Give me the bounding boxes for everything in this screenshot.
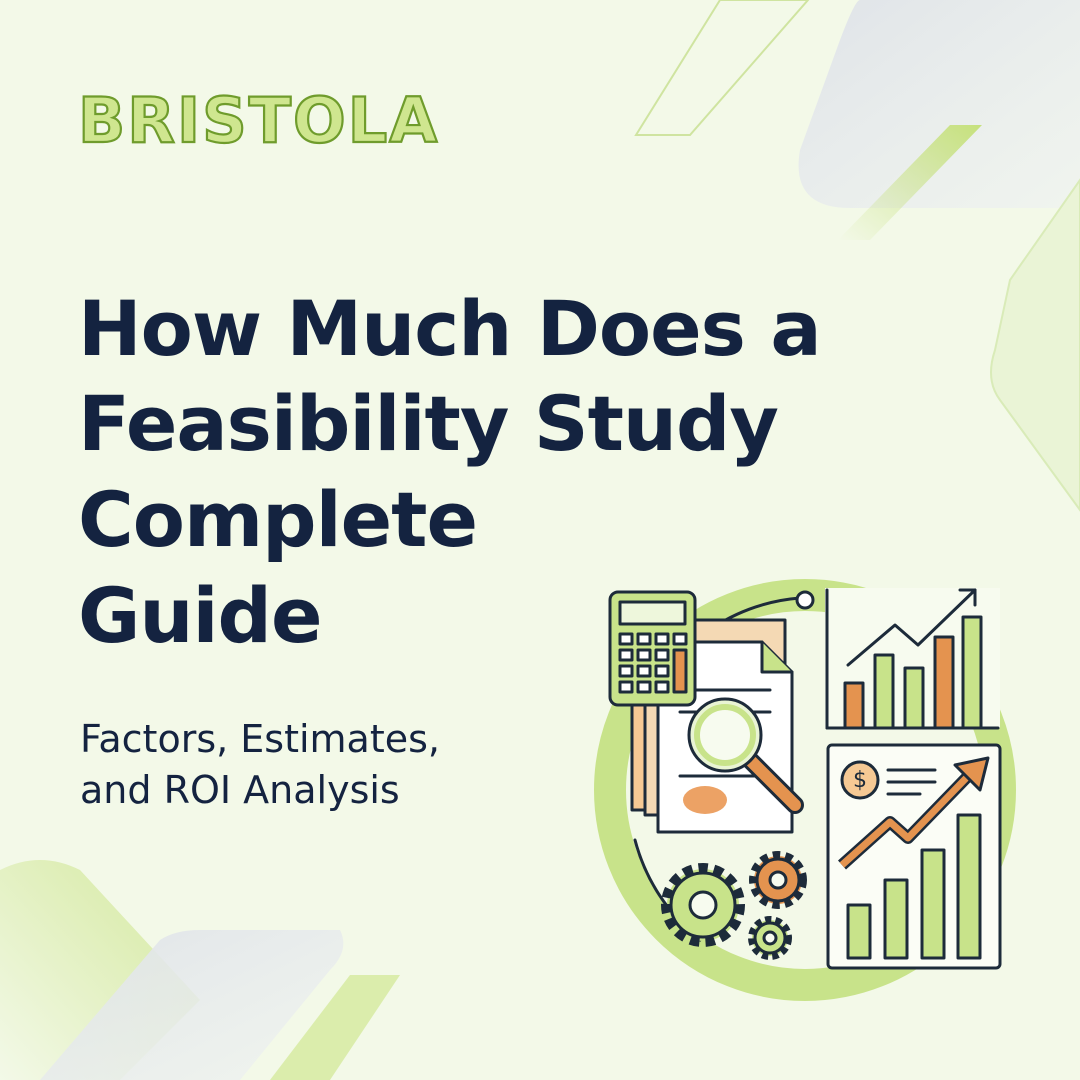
decor-part [270,975,400,1080]
decor-part [798,0,1080,208]
illustration-part [618,600,687,626]
decor-part [990,178,1080,512]
illustration-part [618,632,688,694]
illustration-part [903,666,925,730]
illustration-part-part [618,648,634,662]
subheadline-line: Factors, Estimates, [80,717,440,761]
illustration-part-part [654,680,670,694]
illustration-part-part [618,632,634,646]
illustration-part [846,903,872,960]
illustration-part-part [654,632,670,646]
illustration-part [843,681,865,730]
illustration-part [840,760,880,800]
illustration-part [958,588,977,607]
subheadline-line: and ROI Analysis [80,768,400,812]
headline-line: Feasibility Study [78,379,778,468]
illustration-part [920,848,946,960]
illustration-part [762,930,778,946]
decor-part [838,125,982,240]
illustration-part [883,878,909,960]
illustration-part-part [654,664,670,678]
headline-line: Complete [78,475,477,564]
illustration-part-part [654,648,670,662]
headline-line: How Much Does a [78,284,821,373]
illustration-part [933,635,955,730]
illustration-part [746,756,801,811]
decor-part [634,0,810,136]
illustration-part-part [636,680,652,694]
illustration-part-part [636,632,652,646]
headline: How Much Does a Feasibility Study Comple… [78,284,822,660]
illustration-part [688,890,718,920]
illustration-part [795,590,815,610]
illustration: $ [594,579,1016,1001]
subheadline: Factors, Estimates, and ROI Analysis [80,717,440,812]
illustration-part [956,813,982,960]
illustration-part [683,786,727,814]
illustration-part [953,756,990,792]
decor-part [40,930,344,1080]
headline-line: Guide [78,571,321,660]
illustration-part-part [672,632,688,646]
logo: BRISTOLA [78,84,439,157]
illustration-part [768,870,788,890]
illustration-part [961,615,983,730]
illustration-part [760,640,794,674]
illustration-part-part [636,648,652,662]
illustration-part-part [618,680,634,694]
illustration-part-part [636,664,652,678]
illustration-part [672,648,688,694]
illustration-part [839,769,975,868]
coin-symbol: $ [853,768,867,793]
illustration-part [846,588,977,667]
illustration-part [873,653,895,730]
illustration-part-part [618,664,634,678]
illustration-part [694,704,756,766]
